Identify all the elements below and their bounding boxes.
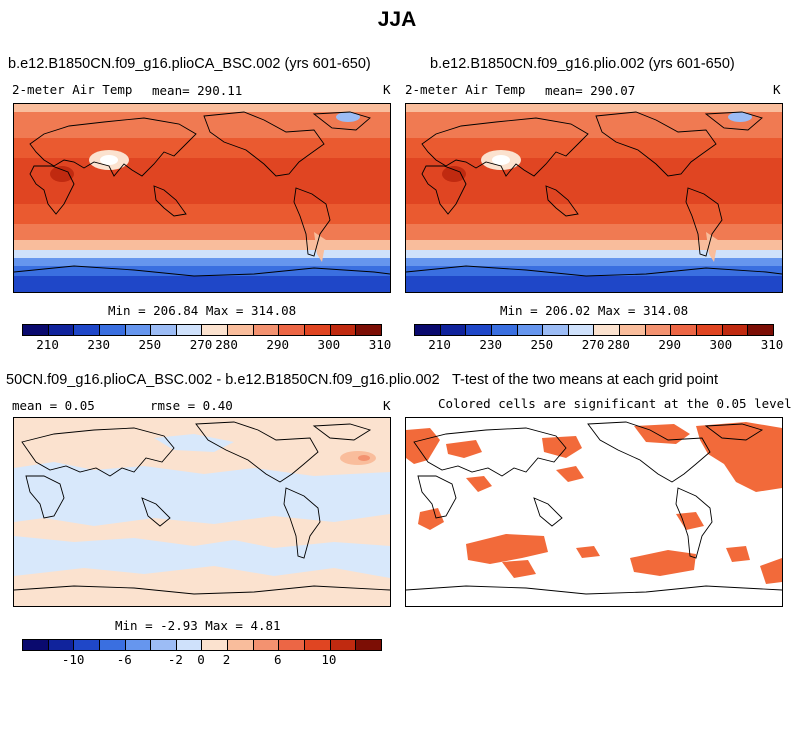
colorbar-swatch: [697, 325, 723, 335]
panel2-mean: mean= 290.07: [545, 83, 636, 98]
panel1-colorbar: [22, 324, 382, 336]
colorbar-swatch: [125, 640, 152, 650]
colorbar-swatch: [176, 325, 203, 335]
colorbar-tick-label: 210: [428, 337, 451, 352]
panel2-map: [405, 103, 783, 293]
colorbar-swatch: [99, 640, 126, 650]
colorbar-swatch: [356, 325, 381, 335]
panel2-units: K: [773, 82, 781, 97]
colorbar-swatch: [151, 640, 177, 650]
colorbar-tick-label: 280: [607, 337, 630, 352]
colorbar-tick-label: -2: [167, 652, 183, 667]
colorbar-swatch: [151, 325, 177, 335]
colorbar-tick-label: 210: [36, 337, 59, 352]
colorbar-swatch: [279, 325, 306, 335]
colorbar-swatch: [466, 325, 492, 335]
colorbar-swatch: [620, 325, 646, 335]
colorbar-swatch: [48, 325, 75, 335]
panel2-title: b.e12.B1850CN.f09_g16.plio.002 (yrs 601-…: [430, 56, 735, 72]
colorbar-tick-label: 280: [215, 337, 238, 352]
colorbar-swatch: [330, 325, 357, 335]
panel1-map: [13, 103, 391, 293]
panel1-mean: mean= 290.11: [152, 83, 243, 98]
colorbar-swatch: [74, 640, 100, 650]
colorbar-tick-label: -6: [116, 652, 132, 667]
panel3-title: 50CN.f09_g16.plioCA_BSC.002 - b.e12.B185…: [6, 372, 440, 388]
colorbar-swatch: [176, 640, 203, 650]
colorbar-swatch: [48, 640, 75, 650]
colorbar-swatch: [253, 640, 280, 650]
colorbar-tick-label: 310: [368, 337, 392, 352]
colorbar-swatch: [330, 640, 357, 650]
panel1-stats: Min = 206.84 Max = 314.08: [108, 303, 297, 318]
colorbar-swatch: [279, 640, 306, 650]
panel2-colorbar: [414, 324, 774, 336]
colorbar-swatch: [440, 325, 467, 335]
colorbar-swatch: [491, 325, 518, 335]
colorbar-swatch: [543, 325, 569, 335]
colorbar-swatch: [517, 325, 544, 335]
colorbar-tick-label: 300: [317, 337, 341, 352]
colorbar-swatch: [253, 325, 280, 335]
colorbar-tick-label: 0: [197, 652, 205, 667]
colorbar-swatch: [23, 325, 49, 335]
panel3-stats: Min = -2.93 Max = 4.81: [115, 618, 281, 633]
colorbar-swatch: [356, 640, 381, 650]
colorbar-tick-label: 290: [658, 337, 681, 352]
colorbar-swatch: [228, 640, 254, 650]
colorbar-swatch: [305, 325, 331, 335]
panel1-variable: 2-meter Air Temp: [12, 82, 133, 97]
figure-title: JJA: [377, 8, 417, 31]
panel4-subtitle: Colored cells are significant at the 0.0…: [438, 396, 792, 411]
panel3-map: [13, 417, 391, 607]
colorbar-tick-label: 10: [321, 652, 337, 667]
colorbar-swatch: [305, 640, 331, 650]
colorbar-swatch: [74, 325, 100, 335]
colorbar-swatch: [23, 640, 49, 650]
colorbar-swatch: [671, 325, 698, 335]
colorbar-swatch: [594, 325, 621, 335]
colorbar-tick-label: 250: [138, 337, 162, 352]
panel2-variable: 2-meter Air Temp: [405, 82, 526, 97]
colorbar-tick-label: 6: [273, 652, 282, 667]
panel3-rmse: rmse = 0.40: [150, 398, 233, 413]
colorbar-swatch: [99, 325, 126, 335]
colorbar-tick-label: 270: [581, 337, 605, 352]
panel1-units: K: [383, 82, 391, 97]
panel4-title: T-test of the two means at each grid poi…: [452, 372, 718, 388]
panel3-mean: mean = 0.05: [12, 398, 95, 413]
colorbar-tick-label: 300: [709, 337, 733, 352]
colorbar-swatch: [415, 325, 441, 335]
colorbar-swatch: [748, 325, 773, 335]
colorbar-swatch: [202, 640, 229, 650]
colorbar-swatch: [568, 325, 595, 335]
colorbar-swatch: [228, 325, 254, 335]
colorbar-tick-label: 230: [479, 337, 502, 352]
panel1-title: b.e12.B1850CN.f09_g16.plioCA_BSC.002 (yr…: [8, 56, 371, 72]
colorbar-tick-label: -10: [61, 652, 85, 667]
colorbar-tick-label: 310: [760, 337, 784, 352]
colorbar-tick-label: 290: [266, 337, 289, 352]
panel4-map: [405, 417, 783, 607]
panel3-units: K: [383, 398, 391, 413]
colorbar-swatch: [202, 325, 229, 335]
colorbar-tick-label: 230: [87, 337, 110, 352]
colorbar-tick-label: 2: [222, 652, 231, 667]
colorbar-tick-label: 250: [530, 337, 554, 352]
panel2-stats: Min = 206.02 Max = 314.08: [500, 303, 689, 318]
colorbar-swatch: [645, 325, 672, 335]
colorbar-swatch: [722, 325, 749, 335]
colorbar-tick-label: 270: [189, 337, 213, 352]
colorbar-swatch: [125, 325, 152, 335]
panel3-colorbar: [22, 639, 382, 651]
